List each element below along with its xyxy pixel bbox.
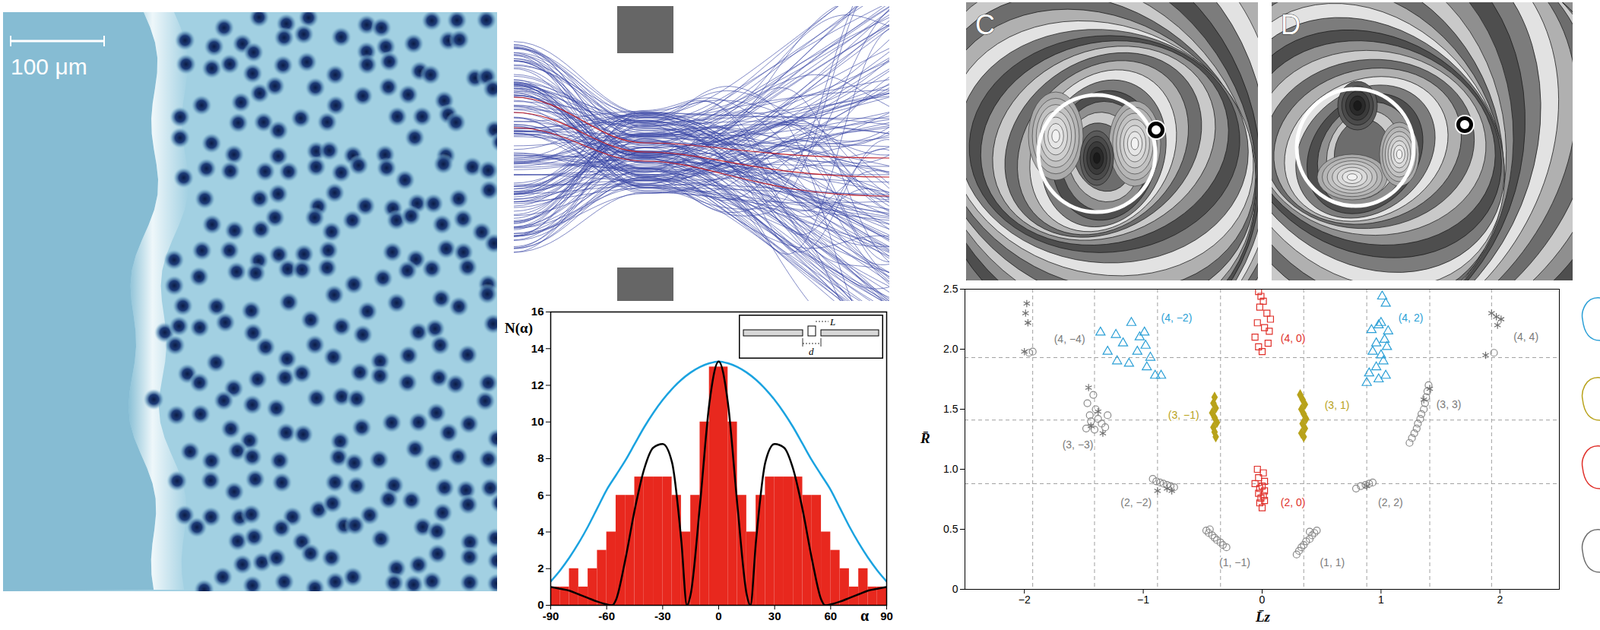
html-text:α: α	[860, 607, 869, 625]
svg-text:0: 0	[537, 598, 544, 612]
svg-text:2.5: 2.5	[943, 282, 959, 295]
svg-text:-30: -30	[654, 609, 672, 623]
svg-text:-60: -60	[598, 609, 615, 623]
svg-text:0.5: 0.5	[943, 522, 959, 536]
svg-text:(4, −4): (4, −4)	[1054, 332, 1086, 346]
svg-text:-90: -90	[542, 609, 560, 623]
svg-text:0: 0	[715, 609, 722, 623]
svg-text:L: L	[829, 316, 836, 328]
svg-text:d: d	[808, 345, 815, 358]
svg-text:(1, 1): (1, 1)	[1319, 556, 1345, 569]
svg-text:2: 2	[1496, 593, 1503, 606]
svg-text:16: 16	[531, 304, 545, 318]
svg-text:C: C	[975, 9, 995, 41]
svg-text:(4, 2): (4, 2)	[1398, 311, 1424, 324]
svg-text:0: 0	[952, 582, 959, 596]
html-text:N(α): N(α)	[504, 320, 533, 337]
svg-text:10: 10	[531, 415, 545, 428]
svg-text:(4, −2): (4, −2)	[1160, 311, 1192, 324]
svg-text:60: 60	[823, 609, 837, 623]
svg-text:2.0: 2.0	[943, 342, 959, 355]
svg-text:1.0: 1.0	[943, 462, 959, 476]
svg-text:−1: −1	[1137, 593, 1150, 606]
svg-text:6: 6	[537, 488, 544, 502]
svg-text:(2, 2): (2, 2)	[1378, 496, 1404, 509]
svg-text:D: D	[1280, 9, 1301, 41]
svg-text:(2, 0): (2, 0)	[1280, 496, 1306, 509]
svg-text:12: 12	[531, 378, 545, 392]
svg-text:1: 1	[1378, 593, 1385, 606]
svg-text:100 μm: 100 μm	[10, 53, 88, 80]
svg-text:90: 90	[880, 609, 894, 623]
svg-text:1.5: 1.5	[943, 402, 959, 416]
svg-text:8: 8	[537, 451, 544, 465]
svg-text:(3, −1): (3, −1)	[1168, 408, 1200, 422]
svg-text:(4, 4): (4, 4)	[1513, 330, 1539, 343]
svg-text:−2: −2	[1018, 593, 1031, 606]
svg-text:(3, 1): (3, 1)	[1324, 399, 1350, 412]
svg-text:(4, 0): (4, 0)	[1280, 332, 1306, 345]
svg-text:(3, 3): (3, 3)	[1436, 398, 1462, 411]
svg-text:0: 0	[1259, 593, 1266, 606]
svg-text:(1, −1): (1, −1)	[1219, 556, 1251, 569]
html-text:R̄: R̄	[920, 429, 931, 446]
svg-text:4: 4	[537, 525, 545, 539]
svg-text:2: 2	[537, 561, 544, 575]
svg-text:14: 14	[531, 342, 545, 355]
svg-text:(2, −2): (2, −2)	[1120, 496, 1152, 509]
html-text:L̄z: L̄z	[1255, 608, 1271, 625]
svg-text:30: 30	[768, 609, 782, 623]
svg-text:(3, −3): (3, −3)	[1062, 438, 1094, 451]
